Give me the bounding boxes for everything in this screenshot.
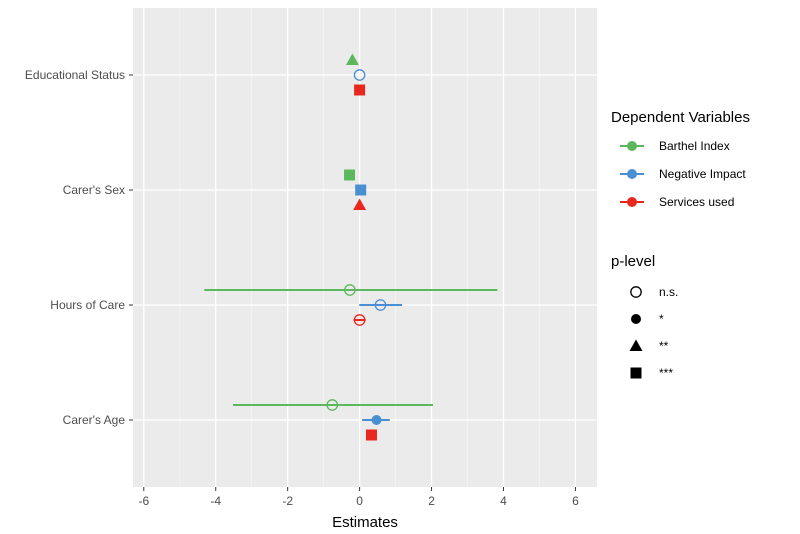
legend-title: p-level xyxy=(611,253,655,270)
data-point xyxy=(354,84,366,96)
data-point xyxy=(371,415,382,425)
legend-label: Negative Impact xyxy=(659,167,746,181)
y-tick-label: Educational Status xyxy=(25,68,125,82)
legend-key-shape xyxy=(630,367,642,379)
y-tick-label: Hours of Care xyxy=(50,298,125,312)
axes: -6 -4 -2 0 2 4 6 Educational Status Carer's Sex H… xyxy=(25,68,579,508)
legend-key-shape xyxy=(631,314,641,324)
x-tick-label: -6 xyxy=(138,494,149,508)
y-tick-label: Carer's Sex xyxy=(63,183,125,197)
x-axis-title: Estimates xyxy=(332,514,398,531)
legend-label: Services used xyxy=(659,195,734,209)
legend-key-shape xyxy=(629,339,643,351)
x-tick-label: 0 xyxy=(356,494,363,508)
x-tick-label: 2 xyxy=(428,494,435,508)
data-point xyxy=(353,198,367,210)
x-tick-label: -2 xyxy=(282,494,293,508)
data-point xyxy=(353,314,366,326)
legend-key-point xyxy=(627,197,637,207)
legend-key-point xyxy=(627,141,637,151)
plot-panel xyxy=(133,8,597,487)
legend-key-point xyxy=(627,169,637,179)
y-tick-label: Carer's Age xyxy=(63,413,126,427)
x-tick-label: 6 xyxy=(572,494,579,508)
data-point xyxy=(326,399,339,411)
legend-label: n.s. xyxy=(659,285,678,299)
x-tick-label: -4 xyxy=(210,494,221,508)
data-point xyxy=(365,429,377,441)
x-tick-label: 4 xyxy=(500,494,507,508)
data-point xyxy=(353,69,366,81)
data-point xyxy=(355,184,367,196)
legend-key-shape xyxy=(630,286,642,298)
legend-label: * xyxy=(659,312,664,326)
legend-label: ** xyxy=(659,339,669,353)
data-marks xyxy=(204,53,498,441)
data-point xyxy=(345,53,359,65)
legend-label: *** xyxy=(659,366,673,380)
legend: Dependent Variables Barthel Index Negative… xyxy=(611,109,750,380)
legend-title: Dependent Variables xyxy=(611,109,750,126)
legend-label: Barthel Index xyxy=(659,139,730,153)
data-point xyxy=(344,284,356,296)
data-point xyxy=(344,169,356,181)
data-point xyxy=(374,299,387,311)
